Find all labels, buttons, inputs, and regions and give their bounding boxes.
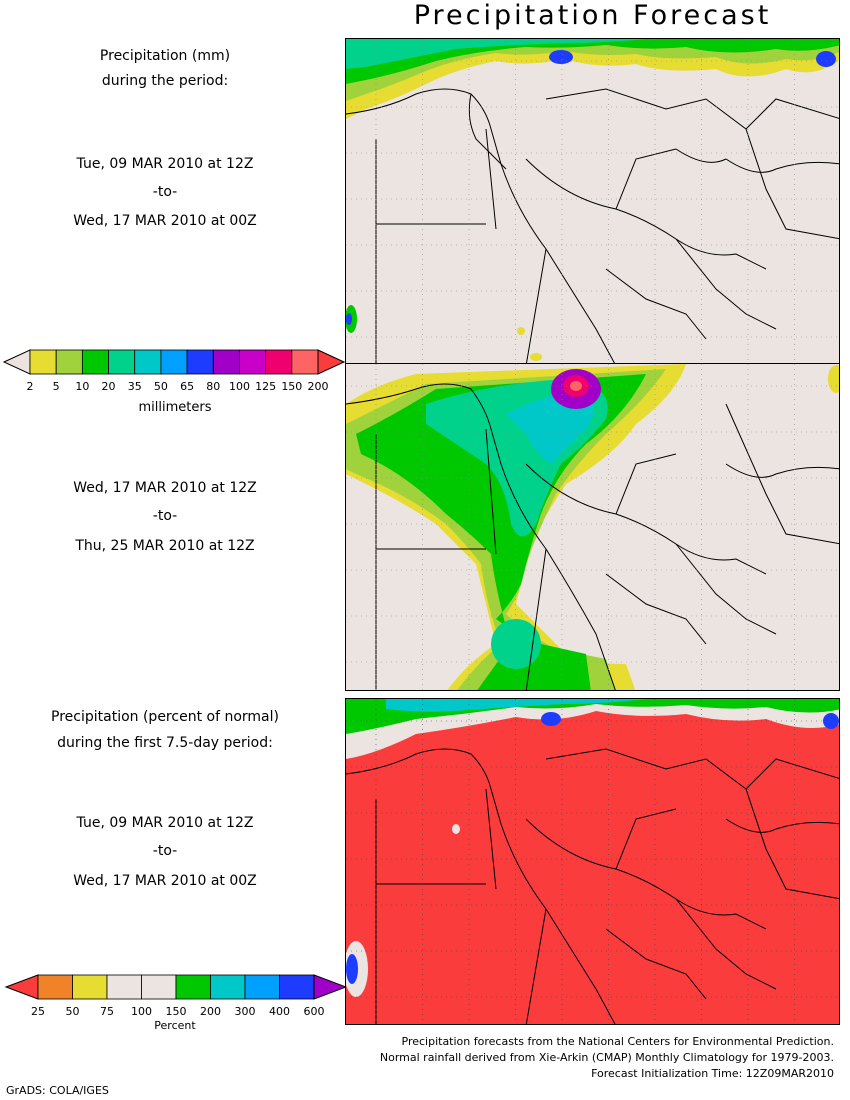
colorbar-tick-label: 600 [304, 1005, 325, 1018]
credits-line1: Precipitation forecasts from the Nationa… [401, 1035, 835, 1048]
colorbar-tick-label: 200 [308, 380, 329, 393]
colorbar-low-arrow [4, 974, 39, 1000]
panel2-period-start: Wed, 17 MAR 2010 at 12Z [73, 480, 257, 496]
colorbar-tick-label: 150 [281, 380, 302, 393]
credits: Precipitation forecasts from the Nationa… [380, 1034, 834, 1082]
software-tag: GrADS: COLA/IGES [6, 1084, 109, 1097]
panel1-period-start: Tue, 09 MAR 2010 at 12Z [76, 156, 254, 172]
colorbar-tick-label: 50 [154, 380, 168, 393]
colorbar-tick-label: 100 [229, 380, 250, 393]
colorbar-swatch [210, 974, 246, 1000]
panel3-heading-line2: during the first 7.5-day period: [57, 735, 273, 751]
panel3-period-start: Tue, 09 MAR 2010 at 12Z [76, 815, 254, 831]
colorbar-swatch [81, 349, 109, 375]
colorbar-millimeters-graphic: 2 5 10 20 35 50 65 80 100 125 150 200 [2, 349, 346, 393]
colorbar-tick-label: 35 [128, 380, 142, 393]
colorbar-tick-label: 75 [100, 1005, 114, 1018]
credits-line2: Normal rainfall derived from Xie-Arkin (… [379, 1051, 834, 1064]
colorbar-millimeters: 2 5 10 20 35 50 65 80 100 125 150 200 [0, 346, 346, 416]
colorbar-percent-graphic: 25 50 75 100 150 200 300 400 600 [4, 974, 348, 1018]
colorbar-tick-label: 300 [235, 1005, 256, 1018]
colorbar-tick-label: 25 [31, 1005, 45, 1018]
colorbar-tick-label: 10 [75, 380, 89, 393]
colorbar-swatch [239, 349, 267, 375]
colorbar-swatch [265, 349, 293, 375]
colorbar-tick-label: 200 [200, 1005, 221, 1018]
colorbar-swatch [55, 349, 83, 375]
map-percent-of-normal [345, 698, 840, 1025]
credits-line3: Forecast Initialization Time: 12Z09MAR20… [591, 1067, 834, 1080]
panel3-heading-line1: Precipitation (percent of normal) [51, 709, 279, 725]
colorbar-tick-label: 150 [166, 1005, 187, 1018]
colorbar-low-arrow [2, 349, 31, 375]
colorbar-swatch [291, 349, 319, 375]
colorbar-swatch [141, 974, 177, 1000]
colorbar-swatch [108, 349, 136, 375]
map-precip-week2-graphic [346, 364, 839, 690]
colorbar-swatch [175, 974, 211, 1000]
panel3-period-to: -to- [152, 843, 178, 859]
panel1-period-to: -to- [152, 184, 178, 200]
colorbar-tick-label: 2 [27, 380, 34, 393]
panel3-period-end: Wed, 17 MAR 2010 at 00Z [73, 873, 257, 889]
colorbar-tick-label: 50 [66, 1005, 80, 1018]
colorbar-swatch [29, 349, 57, 375]
panel1-heading-line1: Precipitation (mm) [99, 48, 231, 64]
panel1-heading-line2: during the period: [101, 73, 229, 89]
panel2-period-to: -to- [152, 508, 178, 524]
map-precip-week1 [345, 38, 840, 365]
colorbar-percent-unit: Percent [154, 1019, 196, 1032]
colorbar-swatch [212, 349, 240, 375]
colorbar-tick-label: 100 [131, 1005, 152, 1018]
colorbar-swatch [279, 974, 315, 1000]
colorbar-swatch [160, 349, 188, 375]
colorbar-swatch [134, 349, 162, 375]
colorbar-tick-label: 20 [102, 380, 116, 393]
panel1-period-end: Wed, 17 MAR 2010 at 00Z [73, 213, 257, 229]
colorbar-high-arrow [313, 974, 348, 1000]
colorbar-swatch [186, 349, 214, 375]
colorbar-millimeters-unit: millimeters [138, 400, 212, 415]
page-title: Precipitation Forecast [413, 0, 772, 31]
colorbar-swatch [72, 974, 108, 1000]
colorbar-high-arrow [317, 349, 346, 375]
panel2-period-end: Thu, 25 MAR 2010 at 12Z [75, 538, 255, 554]
map-percent-of-normal-graphic [346, 699, 839, 1024]
map-precip-week2 [345, 363, 840, 691]
colorbar-tick-label: 125 [255, 380, 276, 393]
map-precip-week1-graphic [346, 39, 839, 364]
colorbar-tick-label: 400 [269, 1005, 290, 1018]
colorbar-swatch [37, 974, 73, 1000]
colorbar-tick-label: 80 [206, 380, 220, 393]
colorbar-tick-label: 65 [180, 380, 194, 393]
colorbar-swatch [244, 974, 280, 1000]
colorbar-percent: 25 50 75 100 150 200 300 400 600 [0, 970, 348, 1020]
colorbar-tick-label: 5 [53, 380, 60, 393]
colorbar-swatch [106, 974, 142, 1000]
